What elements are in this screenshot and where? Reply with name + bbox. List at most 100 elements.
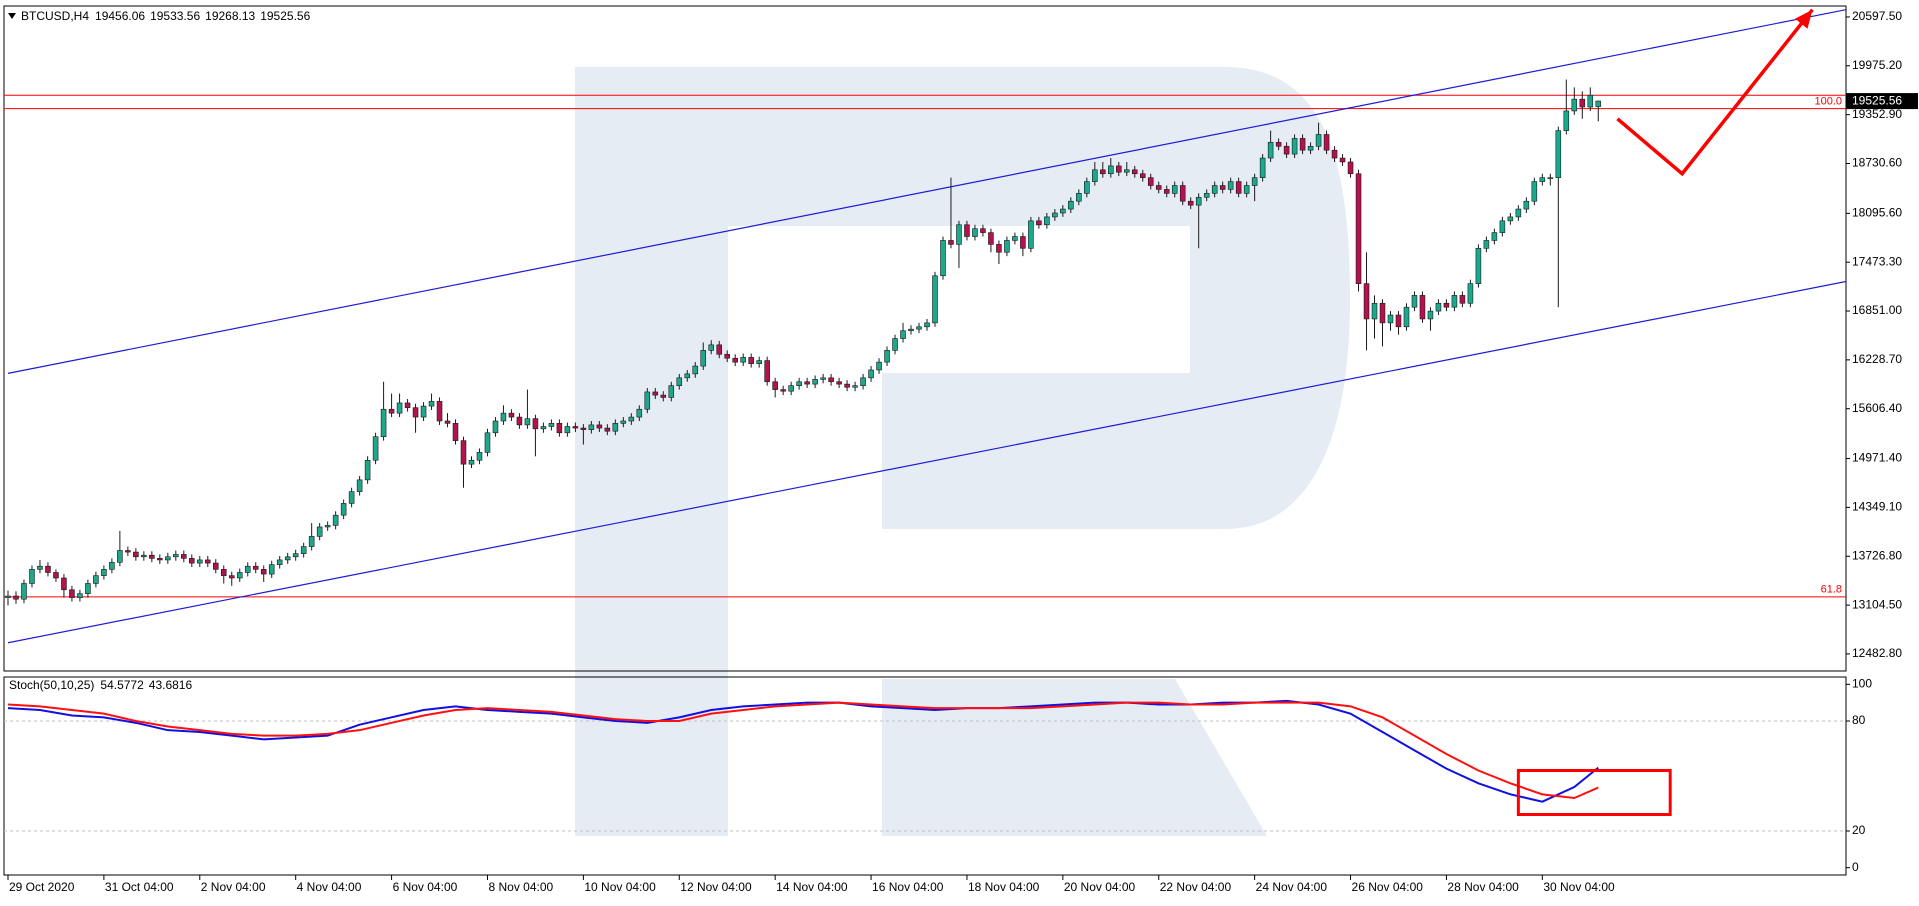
candle-body (1547, 177, 1554, 179)
candle-body (988, 232, 994, 245)
stoch-pane-border (3, 676, 1847, 876)
stoch-line (7, 699, 1599, 803)
candle-body (1052, 212, 1058, 218)
watermark-bowl (728, 67, 1350, 529)
close-value: 19525.56 (260, 9, 310, 23)
indicator-title: Stoch(50,10,25) (9, 678, 94, 692)
candle-body (1219, 185, 1226, 190)
candle-body (1587, 94, 1594, 108)
candle-body (1467, 283, 1474, 304)
candle-body (548, 423, 555, 427)
candle-body (932, 275, 938, 324)
watermark-leg (882, 679, 1267, 836)
x-tick-label: 28 Nov 04:00 (1447, 880, 1519, 894)
y-tick-label: 20597.50 (1852, 9, 1902, 23)
candle-body (1323, 134, 1330, 151)
candle-body (220, 569, 227, 576)
candle-body (556, 423, 563, 434)
candle-body (1195, 196, 1202, 206)
candle-body (1171, 185, 1178, 194)
candle-body (692, 365, 699, 375)
candle-body (29, 569, 35, 584)
candle-body (173, 554, 179, 558)
y-tick-label: 13726.80 (1852, 548, 1902, 562)
candle-body (724, 353, 730, 359)
symbol-menu-icon (8, 13, 16, 19)
candle-body (85, 583, 91, 594)
y-tick-label: 80 (1852, 713, 1866, 727)
candle-body (1036, 220, 1042, 226)
watermark-bar (575, 67, 728, 836)
candle-body (844, 383, 850, 388)
candle-body (308, 536, 315, 547)
candle-body (1084, 181, 1090, 194)
candle-body (892, 338, 898, 351)
candle-body (652, 391, 659, 396)
y-tick-label: 100 (1852, 677, 1872, 691)
candle-body (364, 459, 371, 481)
candle-body (876, 361, 882, 371)
candle-body (404, 402, 411, 408)
candle-body (1347, 161, 1354, 175)
candle-body (468, 459, 475, 465)
candle-body (1243, 185, 1250, 194)
candle-body (444, 420, 451, 424)
candle-body (628, 416, 635, 422)
candle-body (636, 408, 643, 418)
y-tick-label: 18730.60 (1852, 156, 1902, 170)
candle-body (1451, 295, 1458, 308)
candle-body (13, 595, 19, 600)
candle-body (1403, 306, 1410, 328)
candle-body (828, 377, 834, 383)
candle-body (332, 514, 339, 526)
candle-body (1555, 130, 1562, 178)
candle-body (181, 554, 187, 559)
candle-body (1427, 310, 1434, 320)
candle-body (700, 350, 707, 367)
high-value: 19533.56 (150, 9, 200, 23)
x-tick-label: 16 Nov 04:00 (872, 880, 944, 894)
forecast-arrow-head (1794, 9, 1813, 29)
candle-body (1411, 295, 1418, 308)
candle-body (748, 357, 754, 364)
candle-body (276, 559, 283, 565)
candle-body (1331, 149, 1338, 159)
candle-body (772, 381, 778, 390)
indicator-pane (4, 699, 1846, 832)
candle-body (1419, 295, 1426, 320)
candle-body (1163, 189, 1170, 194)
chart-header: BTCUSD,H4 19456.06 19533.56 19268.13 19525.5… (21, 9, 311, 23)
candle-body (149, 554, 155, 559)
candle-body (1283, 145, 1290, 155)
candle-body (1267, 142, 1274, 159)
candle-body (165, 556, 171, 561)
candle-body (484, 432, 491, 453)
x-tick-label: 18 Nov 04:00 (968, 880, 1040, 894)
y-tick-label: 18095.60 (1852, 206, 1902, 220)
candle-body (1379, 302, 1386, 324)
candle-body (228, 575, 235, 579)
stoch-line (7, 701, 1599, 800)
candle-body (157, 558, 163, 561)
candle-body (348, 491, 355, 504)
fib-level-label: 61.8 (1821, 584, 1842, 596)
candle-body (420, 405, 427, 418)
candle-body (508, 412, 515, 418)
candle-body (189, 558, 195, 564)
candle-body (820, 377, 826, 380)
y-tick-label: 12482.80 (1852, 646, 1902, 660)
y-tick-label: 14349.10 (1852, 500, 1902, 514)
candle-body (1124, 169, 1130, 173)
forecast-arrow (1616, 8, 1814, 177)
candle-body (644, 391, 651, 410)
candle-body (77, 593, 83, 598)
indicator-header: Stoch(50,10,25) 54.5772 43.6816 (9, 678, 192, 692)
candle-body (1203, 193, 1210, 198)
candle-body (428, 401, 435, 407)
candle-body (916, 326, 922, 330)
candle-body (676, 377, 683, 386)
candle-body (1116, 165, 1122, 173)
candle-body (532, 418, 539, 430)
candle-body (292, 553, 299, 558)
candle-body (1483, 240, 1490, 249)
